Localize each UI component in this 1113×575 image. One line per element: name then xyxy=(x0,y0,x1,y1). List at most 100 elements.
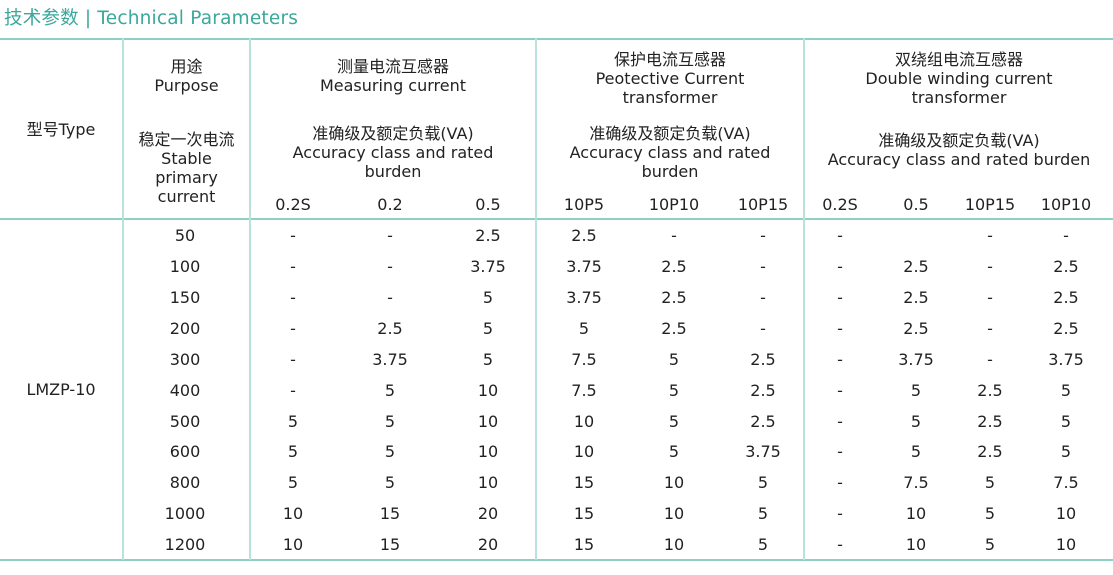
burden-cell: - xyxy=(760,257,766,276)
primary-current-cell: 150 xyxy=(169,288,201,307)
primary-current-cell: 200 xyxy=(169,319,201,338)
burden-cell: 7.5 xyxy=(571,350,597,369)
burden-cell: - xyxy=(760,319,766,338)
burden-cell: - xyxy=(837,473,843,492)
burden-cell: 5 xyxy=(578,319,590,338)
primary-current-cell: 500 xyxy=(169,412,201,431)
burden-cell: 5 xyxy=(384,442,396,461)
burden-cell: 10 xyxy=(477,412,499,431)
accuracy-class-header: 0.5 xyxy=(903,195,929,214)
burden-cell: 10 xyxy=(477,381,499,400)
accuracy-cn: 准确级及额定负载(VA) xyxy=(589,124,751,143)
column-divider xyxy=(249,38,251,560)
accuracy-en: Accuracy class and rated xyxy=(569,143,771,162)
burden-cell: 5 xyxy=(757,504,769,523)
burden-cell: - xyxy=(837,226,843,245)
burden-cell: 3.75 xyxy=(470,257,506,276)
header-purpose: 用途 Purpose xyxy=(124,57,249,95)
burden-cell: - xyxy=(387,257,393,276)
column-divider xyxy=(122,38,124,560)
group-name-en: Measuring current xyxy=(319,76,467,95)
burden-cell: 2.5 xyxy=(1053,288,1079,307)
burden-cell: 2.5 xyxy=(571,226,597,245)
burden-cell: - xyxy=(987,350,993,369)
burden-cell: 10 xyxy=(282,504,304,523)
burden-cell: 2.5 xyxy=(977,412,1003,431)
burden-cell: - xyxy=(837,381,843,400)
burden-cell: 10 xyxy=(1055,504,1077,523)
burden-cell: 5 xyxy=(910,412,922,431)
burden-cell: - xyxy=(760,288,766,307)
header-model-type: 型号Type xyxy=(0,120,122,139)
accuracy-en: Accuracy class and rated burden xyxy=(827,150,1091,169)
primary-current-cell: 100 xyxy=(169,257,201,276)
burden-cell: 3.75 xyxy=(898,350,934,369)
burden-cell: - xyxy=(837,412,843,431)
burden-cell: 20 xyxy=(477,535,499,554)
burden-cell: 2.5 xyxy=(750,381,776,400)
burden-cell: 5 xyxy=(757,535,769,554)
primary-current-cell: 300 xyxy=(169,350,201,369)
stable-en-line: primary xyxy=(155,168,218,187)
group-protective-accuracy: 准确级及额定负载(VA) Accuracy class and rated bu… xyxy=(537,124,803,181)
burden-cell: 2.5 xyxy=(1053,319,1079,338)
burden-cell: 5 xyxy=(1060,442,1072,461)
burden-cell: 2.5 xyxy=(903,257,929,276)
burden-cell: 10 xyxy=(1055,535,1077,554)
group-name-en: Peotective Current xyxy=(595,69,745,88)
primary-current-cell: 1000 xyxy=(164,504,206,523)
group-measuring-title: 测量电流互感器 Measuring current xyxy=(251,57,535,95)
burden-cell: 3.75 xyxy=(372,350,408,369)
burden-cell: 5 xyxy=(910,442,922,461)
burden-cell: - xyxy=(837,504,843,523)
burden-cell: - xyxy=(987,257,993,276)
burden-cell: 2.5 xyxy=(750,350,776,369)
burden-cell: - xyxy=(290,319,296,338)
burden-cell: 5 xyxy=(1060,412,1072,431)
burden-cell: - xyxy=(837,535,843,554)
burden-cell: - xyxy=(290,350,296,369)
purpose-en: Purpose xyxy=(154,76,219,95)
burden-cell: 5 xyxy=(668,442,680,461)
accuracy-class-header: 0.2S xyxy=(822,195,858,214)
burden-cell: 7.5 xyxy=(903,473,929,492)
burden-cell: 10 xyxy=(663,535,685,554)
burden-cell: - xyxy=(671,226,677,245)
burden-cell: 7.5 xyxy=(571,381,597,400)
burden-cell: 5 xyxy=(668,412,680,431)
primary-current-cell: 600 xyxy=(169,442,201,461)
primary-current-cell: 400 xyxy=(169,381,201,400)
burden-cell: 5 xyxy=(287,442,299,461)
burden-cell: 2.5 xyxy=(977,442,1003,461)
group-double-winding-accuracy: 准确级及额定负载(VA) Accuracy class and rated bu… xyxy=(805,131,1113,169)
burden-cell: 10 xyxy=(663,473,685,492)
group-protective-title: 保护电流互感器 Peotective Current transformer xyxy=(537,50,803,107)
burden-cell: 10 xyxy=(573,412,595,431)
burden-cell: 2.5 xyxy=(377,319,403,338)
burden-cell: 2.5 xyxy=(977,381,1003,400)
group-double-winding-title: 双绕组电流互感器 Double winding current transfor… xyxy=(805,50,1113,107)
burden-cell: 15 xyxy=(379,504,401,523)
column-divider xyxy=(803,38,805,560)
burden-cell: - xyxy=(387,226,393,245)
burden-cell: - xyxy=(987,226,993,245)
burden-cell: - xyxy=(837,257,843,276)
group-name-en: Double winding current xyxy=(865,69,1053,88)
burden-cell: 3.75 xyxy=(1048,350,1084,369)
primary-current-cell: 1200 xyxy=(164,535,206,554)
purpose-cn: 用途 xyxy=(170,57,203,76)
burden-cell: 15 xyxy=(379,535,401,554)
burden-cell: 2.5 xyxy=(661,257,687,276)
burden-cell: - xyxy=(837,442,843,461)
burden-cell: 2.5 xyxy=(1053,257,1079,276)
accuracy-cn: 准确级及额定负载(VA) xyxy=(878,131,1040,150)
stable-cn: 稳定一次电流 xyxy=(138,130,235,149)
burden-cell: 10 xyxy=(663,504,685,523)
burden-cell: 2.5 xyxy=(661,319,687,338)
burden-cell: 5 xyxy=(384,381,396,400)
burden-cell: 5 xyxy=(482,350,494,369)
accuracy-class-header: 0.5 xyxy=(475,195,501,214)
table-top-rule xyxy=(0,38,1113,40)
model-label: LMZP-10 xyxy=(26,380,96,399)
burden-cell: 5 xyxy=(482,288,494,307)
